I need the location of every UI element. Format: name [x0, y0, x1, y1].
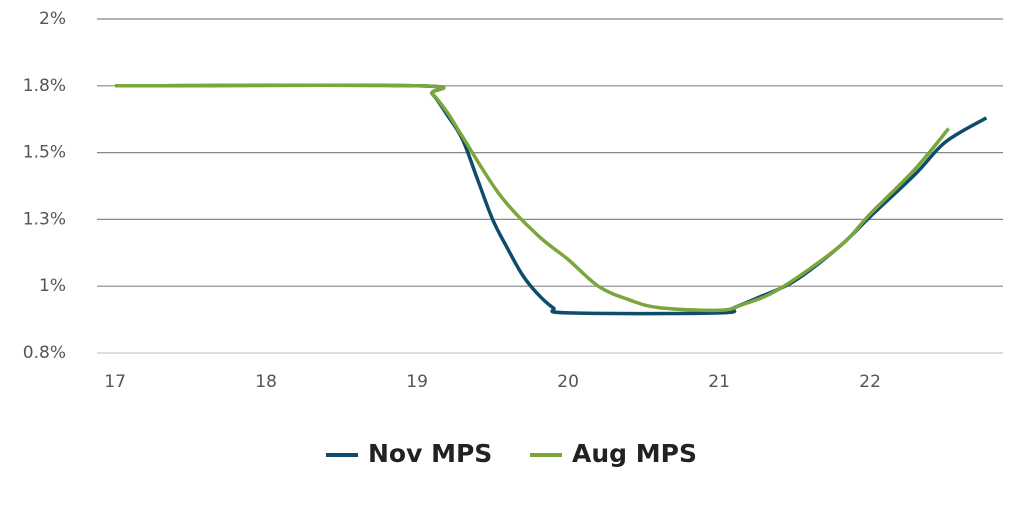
series-line	[115, 83, 950, 313]
y-tick-label: 1.5%	[23, 143, 66, 163]
y-tick-label: 1.8%	[23, 76, 66, 96]
x-tick-label: 19	[406, 372, 428, 392]
y-tick-label: 1.3%	[23, 209, 66, 229]
y-tick-label: 1%	[39, 276, 66, 296]
x-tick-label: 21	[708, 372, 730, 392]
legend-label: Aug MPS	[572, 439, 697, 468]
legend-label: Nov MPS	[368, 439, 492, 468]
series-line	[115, 83, 988, 316]
legend: Nov MPS Aug MPS	[326, 439, 697, 468]
y-tick-label: 0.8%	[23, 343, 66, 363]
x-tick-label: 22	[859, 372, 881, 392]
x-tick-label: 20	[557, 372, 579, 392]
x-tick-label: 18	[255, 372, 277, 392]
x-tick-label: 17	[104, 372, 126, 392]
y-tick-label: 2%	[39, 9, 66, 29]
